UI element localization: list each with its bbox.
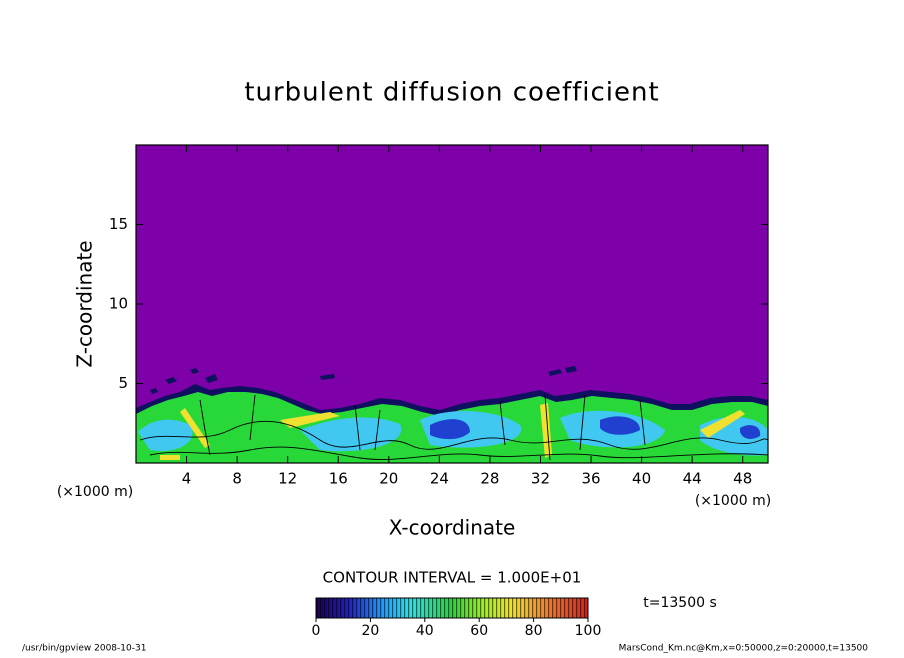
colorbar-frame [315, 597, 589, 619]
x-tick-label: 40 [632, 470, 651, 488]
x-tick-label: 48 [733, 470, 752, 488]
x-axis-title: X-coordinate [389, 516, 516, 540]
colorbar-stripes [316, 598, 588, 618]
x-tick-label: 16 [329, 470, 348, 488]
y-tick-label: 10 [109, 295, 128, 313]
y-axis-title: Z-coordinate [73, 240, 97, 367]
y-tick-label: 15 [109, 215, 128, 233]
footer-right: MarsCond_Km.nc@Km,x=0:50000,z=0:20000,t=… [619, 644, 869, 654]
x-unit-left: (×1000 m) [57, 484, 133, 500]
footer-left: /usr/bin/gpview 2008-10-31 [22, 644, 146, 654]
colorbar-tick-label: 20 [361, 623, 379, 639]
x-tick-label: 36 [581, 470, 600, 488]
colorbar-tick-label: 100 [575, 623, 602, 639]
colorbar-tick-label: 60 [470, 623, 488, 639]
x-tick-label: 28 [480, 470, 499, 488]
colorbar-tick-label: 40 [416, 623, 434, 639]
x-tick-label: 24 [430, 470, 449, 488]
time-label: t=13500 s [643, 595, 717, 611]
x-tick-label: 8 [232, 470, 242, 488]
y-tick-label: 5 [118, 374, 128, 392]
x-tick-label: 20 [379, 470, 398, 488]
contour-field [136, 145, 768, 463]
x-tick-label: 4 [182, 470, 192, 488]
colorbar-tick-label: 80 [525, 623, 543, 639]
yellow-region [160, 403, 745, 460]
contour-interval: CONTOUR INTERVAL = 1.000E+01 [323, 569, 582, 587]
x-unit-right: (×1000 m) [695, 493, 771, 509]
chart-title: turbulent diffusion coefficient [244, 78, 659, 108]
x-tick-label: 44 [683, 470, 702, 488]
x-tick-label: 12 [278, 470, 297, 488]
colorbar-tick-label: 0 [312, 623, 321, 639]
x-tick-label: 32 [531, 470, 550, 488]
contour-lines [139, 394, 768, 461]
